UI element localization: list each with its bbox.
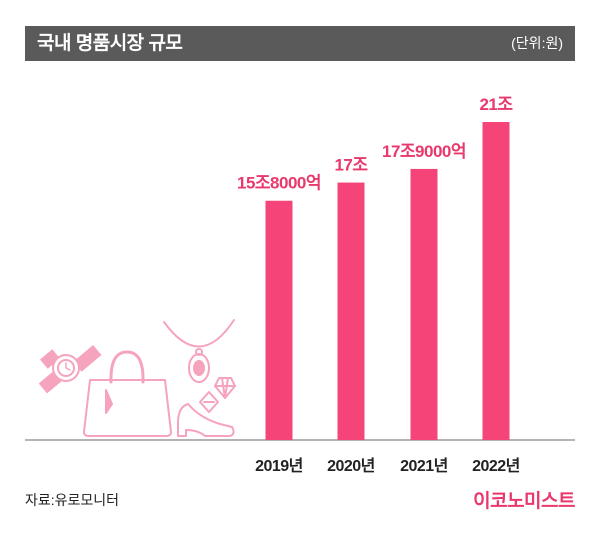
data-label: 17조9000억 (382, 142, 466, 161)
chart-header: 국내 명품시장 규모 (단위:원) (25, 26, 575, 61)
bar-2022년 (482, 122, 510, 440)
bar-2019년 (265, 200, 293, 440)
data-label: 21조 (479, 95, 513, 114)
source-note: 자료:유로모니터 (25, 492, 120, 508)
watch-icon (38, 345, 102, 394)
x-tick-label: 2019년 (255, 456, 303, 475)
x-tick-label: 2021년 (400, 456, 448, 475)
necklace-pendant-icon (188, 353, 210, 383)
high-heel-shoe-icon (177, 403, 235, 437)
necklace-icon (163, 319, 235, 348)
gem-diamond-icon (214, 377, 236, 399)
gem-icon (199, 391, 219, 413)
x-tick-label: 2020년 (327, 456, 375, 475)
x-tick-label: 2022년 (472, 456, 520, 475)
data-label: 15조8000억 (237, 174, 321, 193)
brand-logo-text: 이코노미스트 (473, 491, 575, 512)
bar-2021년 (410, 168, 438, 440)
unit-label: (단위:원) (511, 35, 563, 51)
data-label: 17조 (334, 156, 368, 175)
handbag-icon (83, 350, 172, 437)
chart-title: 국내 명품시장 규모 (37, 33, 183, 54)
luxury-goods-illustration (38, 319, 236, 437)
bar-2020년 (337, 182, 365, 441)
